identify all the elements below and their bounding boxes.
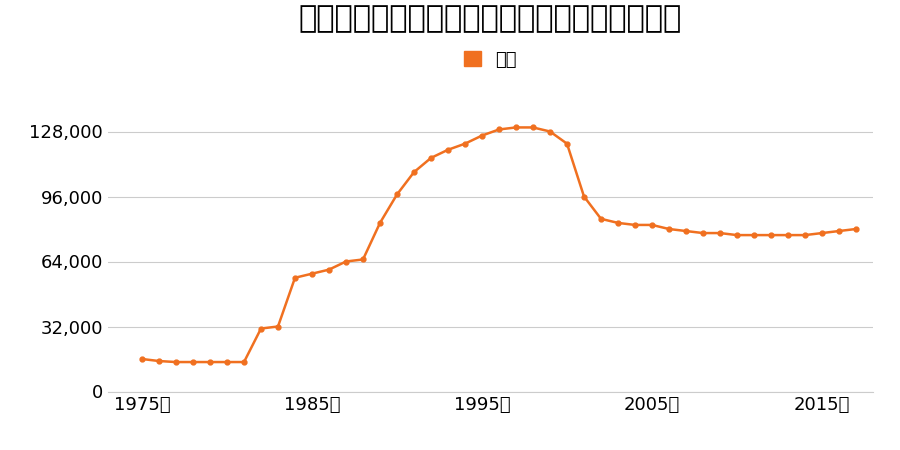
Legend: 価格: 価格 <box>457 44 524 76</box>
Title: 沖縄県宜野湾市字野嵩西門原９４番の地価推移: 沖縄県宜野湾市字野嵩西門原９４番の地価推移 <box>299 4 682 33</box>
